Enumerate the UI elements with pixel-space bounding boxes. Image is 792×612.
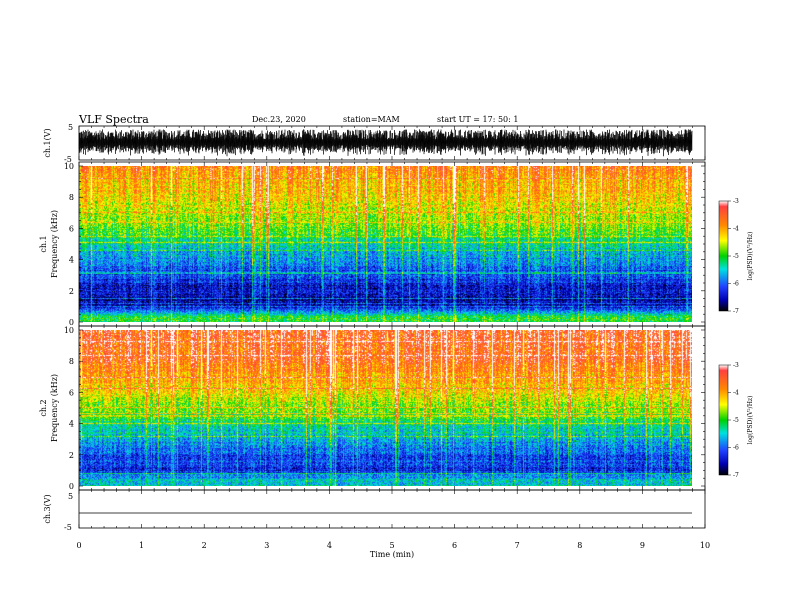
colorbar-tick-label: -3: [733, 362, 739, 369]
x-tick-label: 6: [452, 541, 457, 550]
start-time-label: start UT = 17: 50: 1: [437, 115, 518, 124]
x-tick-label: 9: [640, 541, 645, 550]
waveform-ch3-ticks: [78, 490, 706, 528]
waveform-ch1-trace: [78, 129, 693, 157]
spectrogram-ch1-yticks: 0 2 4 6 8 10: [64, 162, 74, 327]
colorbar-tick-label: -4: [733, 226, 739, 233]
x-tick-label: 3: [264, 541, 269, 550]
x-tick-label: 7: [515, 541, 520, 550]
y-tick-label: 0: [69, 318, 74, 327]
colorbar-tick-label: -7: [733, 472, 739, 479]
x-tick-label: 1: [139, 541, 144, 550]
y-tick-label: 2: [69, 451, 74, 460]
y-tick-label: 0: [69, 482, 74, 491]
y-tick-label: 4: [69, 256, 74, 265]
time-axis-tick-labels: 0 1 2 3 4 5 6 7 8 9 10: [76, 541, 710, 550]
colorbar-ch2-ticks: -3 -4 -5 -6 -7: [728, 362, 739, 479]
y-tick-label: 4: [69, 420, 74, 429]
spectrogram-ch1-ylabel-channel: ch.1: [39, 235, 48, 252]
waveform-ch1-ytick-top: 5: [68, 123, 73, 132]
waveform-ch3-ylabel: ch.3(V): [43, 494, 52, 523]
colorbar-ch2-label: log(PSD)(V²/Hz): [747, 396, 754, 445]
station-label: station=MAM: [343, 115, 400, 124]
y-tick-label: 10: [64, 326, 74, 335]
colorbar-tick-label: -3: [733, 198, 739, 205]
spectrogram-ch2-image: [79, 330, 692, 486]
spectrogram-ch2-yticks: 0 2 4 6 8 10: [64, 326, 74, 491]
waveform-ch1-ticks: [78, 126, 706, 160]
spectrogram-ch2-panel: 0 2 4 6 8 10 ch.2 Frequency (kHz): [39, 325, 706, 491]
waveform-ch3-frame: [78, 489, 706, 529]
spectrogram-ch2-ylabel-frequency: Frequency (kHz): [50, 374, 59, 442]
date-label: Dec.23, 2020: [252, 115, 306, 124]
spectrogram-ch1-image: [79, 166, 692, 322]
colorbar-tick-label: -5: [733, 253, 739, 260]
colorbar-ch1-gradient: [718, 200, 729, 312]
waveform-ch1-ytick-bottom: -5: [64, 155, 72, 164]
spectrogram-ch1-panel: 0 2 4 6 8 10 ch.1 Frequency (kHz): [39, 161, 706, 327]
colorbar-tick-label: -7: [733, 308, 739, 315]
y-tick-label: 6: [69, 388, 74, 397]
colorbar-ch1: -3 -4 -5 -6 -7 log(PSD)(V²/Hz): [718, 198, 754, 315]
y-tick-label: 10: [64, 162, 74, 171]
y-tick-label: 6: [69, 224, 74, 233]
spectrogram-ch1-ticks: [78, 162, 706, 326]
colorbar-tick-label: -6: [733, 281, 739, 288]
x-tick-label: 10: [700, 541, 710, 550]
figure-title: VLF Spectra: [78, 113, 149, 126]
colorbar-tick-label: -4: [733, 390, 739, 397]
y-tick-label: 2: [69, 287, 74, 296]
colorbar-ch1-ticks: -3 -4 -5 -6 -7: [728, 198, 739, 315]
x-tick-label: 0: [76, 541, 81, 550]
colorbar-ch1-label: log(PSD)(V²/Hz): [747, 232, 754, 281]
y-tick-label: 8: [69, 357, 74, 366]
spectrogram-ch1-ylabel-frequency: Frequency (kHz): [50, 210, 59, 278]
y-tick-label: 8: [69, 193, 74, 202]
x-tick-label: 2: [202, 541, 207, 550]
waveform-ch1-ylabel: ch.1(V): [43, 128, 52, 157]
x-tick-label: 5: [389, 541, 394, 550]
colorbar-ch2-gradient: [718, 364, 729, 476]
colorbar-tick-label: -5: [733, 417, 739, 424]
waveform-ch3-panel: 5 -5 ch.3(V) 0 1 2 3 4 5 6 7 8 9 10 Time (min): [43, 489, 710, 559]
x-tick-label: 4: [327, 541, 332, 550]
spectrogram-ch2-ylabel-channel: ch.2: [39, 399, 48, 416]
colorbar-ch2: -3 -4 -5 -6 -7 log(PSD)(V²/Hz): [718, 362, 754, 479]
time-axis-label: Time (min): [370, 550, 414, 559]
x-tick-label: 8: [577, 541, 582, 550]
colorbar-tick-label: -6: [733, 445, 739, 452]
waveform-ch1-panel: 5 -5 ch.1(V): [43, 123, 706, 164]
waveform-ch3-ytick-bottom: -5: [64, 523, 72, 532]
waveform-ch3-ytick-top: 5: [68, 492, 73, 501]
